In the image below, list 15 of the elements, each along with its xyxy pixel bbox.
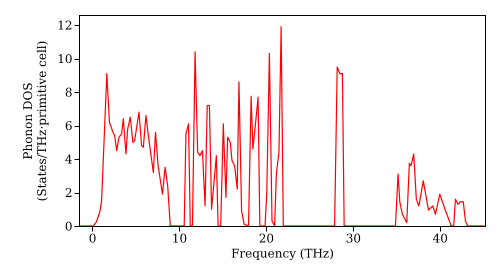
x-tick-label: 40 [432,232,448,246]
y-tick-label: 8 [64,86,72,100]
line-series [79,26,485,226]
y-tick-label: 12 [57,18,72,33]
x-tick-label: 30 [346,232,361,246]
y-axis-title: Phonon DOS (States/THz·primitive cell) [21,40,50,202]
y-tick-label: 4 [64,152,73,167]
y-tick-label: 2 [64,186,72,200]
y-tick-label: 0 [64,220,72,234]
x-axis-title: Frequency (THz) [231,246,334,260]
y-tick-label: 6 [64,119,72,134]
x-tick-label: 20 [258,232,274,246]
x-tick-label: 0 [88,232,96,246]
y-tick-label: 10 [57,52,72,66]
x-tick-label: 10 [172,232,188,246]
